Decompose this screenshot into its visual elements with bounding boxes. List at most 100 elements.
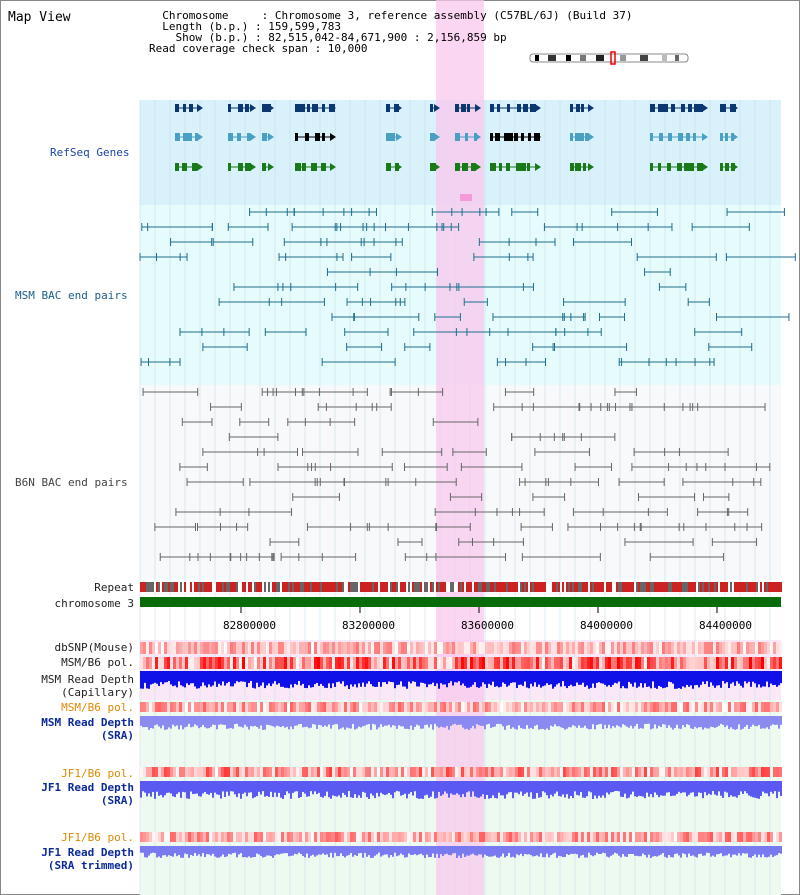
msm-read-depth-capillary-track[interactable] xyxy=(140,671,782,689)
pol-stripe xyxy=(752,642,755,654)
pol-stripe xyxy=(731,832,734,842)
pol-stripe xyxy=(644,642,647,654)
pol-stripe xyxy=(317,657,320,669)
repeat-segment xyxy=(238,582,240,592)
depth-bar xyxy=(754,846,756,855)
depth-bar xyxy=(588,781,590,792)
depth-bar xyxy=(726,671,728,683)
depth-bar xyxy=(760,716,762,729)
depth-bar xyxy=(472,781,474,792)
track-label-dbsnp[interactable]: dbSNP(Mouse) xyxy=(54,641,134,654)
depth-bar xyxy=(242,846,244,858)
track-label-jf1-depth-trimmed-1[interactable]: JF1 Read Depth xyxy=(41,846,134,859)
depth-bar xyxy=(508,671,510,686)
pol-stripe xyxy=(620,702,623,712)
depth-bar xyxy=(388,671,390,682)
depth-bar xyxy=(306,846,308,854)
depth-bar xyxy=(684,671,686,688)
pol-stripe xyxy=(188,702,191,712)
pol-stripe xyxy=(590,832,593,842)
track-label-b6n-bac[interactable]: B6N BAC end pairs xyxy=(15,476,128,489)
depth-bar xyxy=(604,781,606,798)
track-label-repeat[interactable]: Repeat xyxy=(94,581,134,594)
track-label-msm-b6-pol-2[interactable]: MSM/B6 pol. xyxy=(61,701,134,714)
depth-bar xyxy=(634,846,636,856)
track-label-jf1-depth-sra-1[interactable]: JF1 Read Depth xyxy=(41,781,134,794)
pol-stripe xyxy=(203,767,206,777)
msm-b6-pol-track-2[interactable] xyxy=(140,702,782,712)
pol-stripe xyxy=(215,657,218,669)
depth-bar xyxy=(682,716,684,726)
track-label-jf1-b6-pol-2[interactable]: JF1/B6 pol. xyxy=(61,831,134,844)
repeat-track[interactable] xyxy=(140,582,782,592)
pol-stripe xyxy=(353,767,356,777)
track-label-jf1-b6-pol-1[interactable]: JF1/B6 pol. xyxy=(61,767,134,780)
depth-bar xyxy=(578,846,580,858)
jf1-read-depth-sra-trimmed-track[interactable] xyxy=(140,846,782,858)
depth-bar xyxy=(606,716,608,729)
gene-strand-arrow xyxy=(535,133,541,141)
pol-stripe xyxy=(734,657,737,669)
pol-stripe xyxy=(497,767,500,777)
gene-strand-arrow xyxy=(475,133,481,141)
depth-bar xyxy=(306,716,308,727)
msm-bac-end-pairs-track[interactable] xyxy=(139,208,796,366)
depth-bar xyxy=(344,671,346,687)
jf1-read-depth-sra-track[interactable] xyxy=(140,781,782,799)
depth-bar xyxy=(762,671,764,687)
jf1-b6-pol-track-1[interactable] xyxy=(140,767,782,777)
pol-stripe xyxy=(536,657,539,669)
msm-b6-pol-track-1[interactable] xyxy=(140,657,782,669)
depth-bar xyxy=(204,671,206,686)
depth-bar xyxy=(490,846,492,857)
track-label-refseq-genes[interactable]: RefSeq Genes xyxy=(50,146,130,159)
chromosome-ideogram[interactable] xyxy=(529,51,689,65)
pol-stripe xyxy=(386,657,389,669)
track-label-msm-b6-pol-1[interactable]: MSM/B6 pol. xyxy=(61,656,134,669)
track-label-msm-bac[interactable]: MSM BAC end pairs xyxy=(15,289,128,302)
b6n-bac-end-pairs-track[interactable] xyxy=(142,388,771,561)
depth-bar xyxy=(642,716,644,729)
msm-read-depth-sra-track[interactable] xyxy=(140,716,782,730)
repeat-segment xyxy=(162,582,164,592)
refseq-genes-track[interactable] xyxy=(175,104,738,201)
depth-bar xyxy=(146,846,148,858)
depth-bar xyxy=(320,781,322,797)
depth-bar xyxy=(288,781,290,794)
depth-bar xyxy=(530,781,532,793)
depth-bar xyxy=(252,781,254,799)
depth-bar xyxy=(628,671,630,682)
pol-stripe xyxy=(392,657,395,669)
depth-bar xyxy=(506,781,508,795)
depth-bar xyxy=(188,781,190,799)
depth-bar xyxy=(510,716,512,729)
pol-stripe xyxy=(182,767,185,777)
depth-bar xyxy=(538,671,540,685)
pol-stripe xyxy=(233,642,236,654)
track-label-msm-depth-capillary-1[interactable]: MSM Read Depth xyxy=(41,673,134,686)
pol-stripe xyxy=(140,702,143,712)
ideogram-band xyxy=(675,55,679,61)
dbsnp-track[interactable] xyxy=(140,642,782,654)
pol-stripe xyxy=(485,832,488,842)
depth-bar xyxy=(618,846,620,856)
depth-bar xyxy=(714,671,716,688)
pol-stripe xyxy=(713,642,716,654)
depth-bar xyxy=(738,716,740,725)
depth-bar xyxy=(144,846,146,858)
pol-stripe xyxy=(395,702,398,712)
depth-bar xyxy=(248,781,250,793)
track-label-msm-depth-sra-1[interactable]: MSM Read Depth xyxy=(41,716,134,729)
depth-bar xyxy=(718,781,720,792)
jf1-b6-pol-track-2[interactable] xyxy=(140,832,782,842)
pol-stripe xyxy=(458,642,461,654)
repeat-segment xyxy=(644,582,646,592)
depth-bar xyxy=(146,671,148,689)
pol-stripe xyxy=(608,657,611,669)
depth-bar xyxy=(190,716,192,728)
depth-bar xyxy=(268,846,270,856)
repeat-segment xyxy=(382,582,384,592)
depth-bar xyxy=(230,846,232,855)
depth-bar xyxy=(546,716,548,729)
